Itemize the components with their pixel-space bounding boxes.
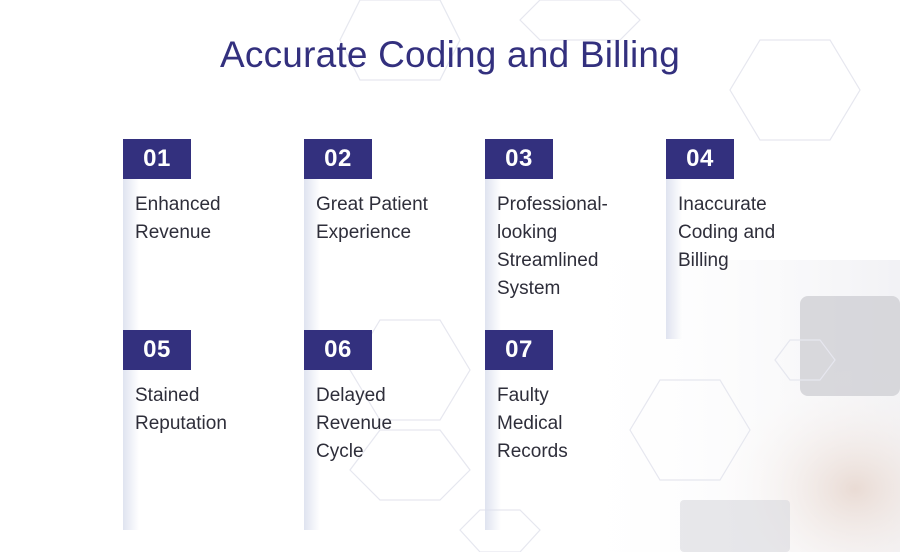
- item-card-04: 04 Inaccurate Coding and Billing: [666, 139, 836, 339]
- page-title: Accurate Coding and Billing: [220, 34, 680, 75]
- item-card-06: 06 Delayed Revenue Cycle: [304, 330, 474, 530]
- item-number-badge: 04: [666, 139, 734, 179]
- item-label: Delayed Revenue Cycle: [316, 385, 393, 462]
- item-label: Inaccurate Coding and Billing: [678, 194, 776, 271]
- item-number-badge: 07: [485, 330, 553, 370]
- item-card-03: 03 Professional- looking Streamlined Sys…: [485, 139, 655, 339]
- item-card-02: 02 Great Patient Experience: [304, 139, 474, 339]
- item-number-badge: 02: [304, 139, 372, 179]
- item-label: Faulty Medical Records: [497, 385, 568, 462]
- item-label: Professional- looking Streamlined System: [497, 194, 608, 299]
- item-label: Great Patient Experience: [316, 194, 428, 243]
- item-label: Enhanced Revenue: [135, 194, 221, 243]
- item-number-badge: 05: [123, 330, 191, 370]
- item-card-07: 07 Faulty Medical Records: [485, 330, 655, 530]
- item-card-05: 05 Stained Reputation: [123, 330, 293, 530]
- item-number-badge: 01: [123, 139, 191, 179]
- item-number-badge: 03: [485, 139, 553, 179]
- item-number-badge: 06: [304, 330, 372, 370]
- item-card-01: 01 Enhanced Revenue: [123, 139, 293, 339]
- item-label: Stained Reputation: [135, 385, 227, 434]
